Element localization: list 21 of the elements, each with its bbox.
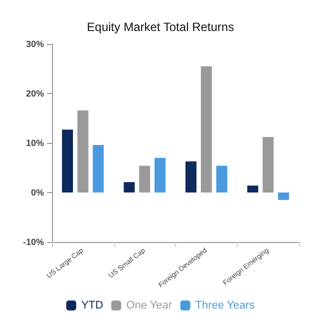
y-tick-label: -10% (22, 237, 44, 247)
legend-label: YTD (81, 300, 104, 312)
bar (247, 186, 258, 192)
bar (262, 137, 274, 192)
chart-title: Equity Market Total Returns (86, 20, 234, 34)
bar (278, 192, 290, 200)
legend-label: One Year (126, 300, 172, 312)
legend-label: Three Years (195, 300, 256, 312)
y-tick-label: 30% (26, 39, 44, 49)
bar (124, 182, 135, 192)
bar (216, 166, 228, 192)
y-tick-label: 10% (26, 138, 44, 148)
bar (154, 158, 166, 192)
bar (77, 110, 88, 192)
bar (185, 161, 196, 192)
y-tick-label: 0% (30, 188, 44, 198)
bar (200, 66, 212, 192)
y-tick-label: 20% (26, 88, 44, 98)
bar (92, 144, 104, 192)
bar (62, 130, 73, 192)
bar (139, 166, 150, 192)
